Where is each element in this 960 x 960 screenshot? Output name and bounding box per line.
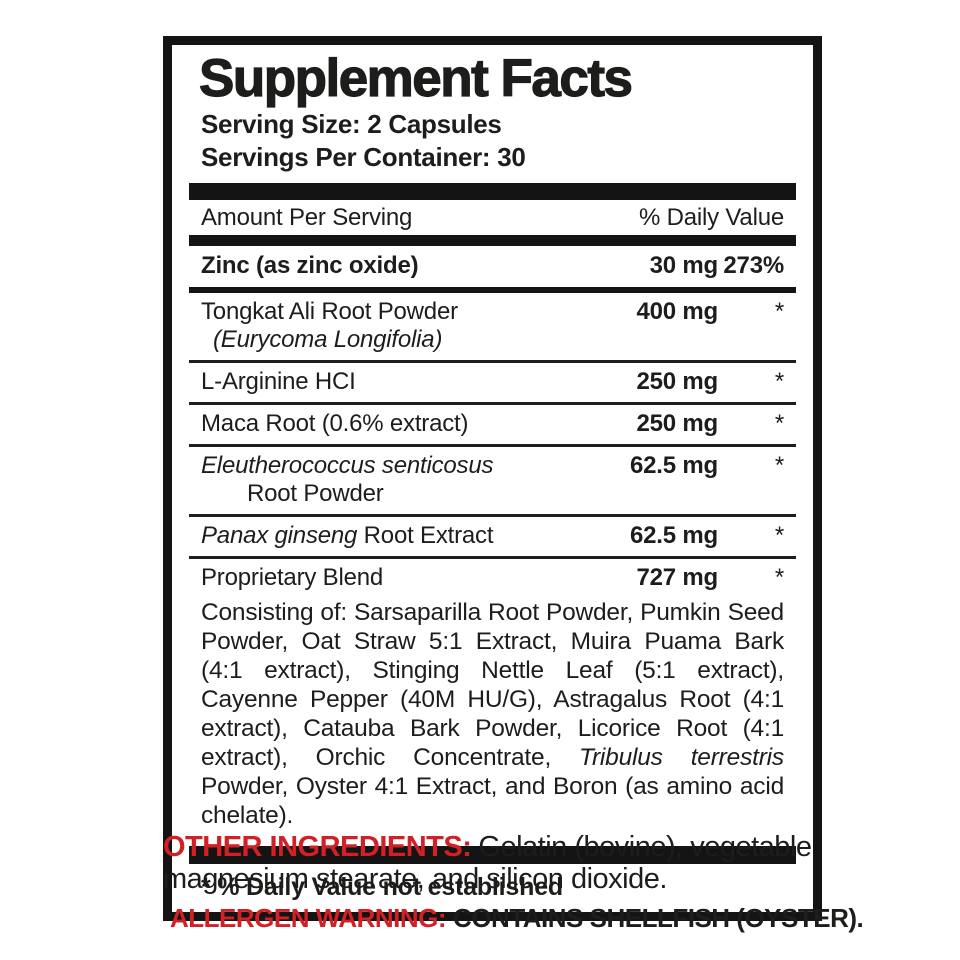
divider-heavy-top: [189, 183, 796, 201]
divider-heavy-bottom: [189, 846, 796, 865]
divider-zinc: [189, 287, 796, 294]
nutrient-daily-value: *: [774, 564, 784, 592]
nutrient-name-line1: Eleutherococcus senticosus: [201, 452, 494, 480]
nutrient-name: Panax ginseng Root Extract: [201, 522, 600, 550]
other-ingredients-text: Gelatin (bovine), vegetable magnesium st…: [163, 831, 812, 895]
nutrient-name: Tongkat Ali Root Powder (Eurycoma Longif…: [201, 298, 600, 354]
supplement-facts-panel: Supplement Facts Serving Size: 2 Capsule…: [163, 36, 822, 922]
nutrient-name-line1: Tongkat Ali Root Powder: [201, 298, 458, 326]
daily-value-footnote: * % Daily Value not established: [201, 873, 563, 902]
divider-header: [189, 235, 796, 247]
other-ingredients: OTHER INGREDIENTS: Gelatin (bovine), vege…: [163, 831, 825, 895]
nutrient-name-line2: (Eurycoma Longifolia): [213, 326, 443, 354]
proprietary-blend-description: Consisting of: Sarsaparilla Root Powder,…: [189, 598, 796, 840]
row-divider: [189, 360, 796, 364]
column-daily-value: % Daily Value: [638, 204, 784, 232]
nutrient-name-rest: Root Extract: [357, 522, 494, 550]
nutrient-name: Proprietary Blend: [201, 564, 384, 592]
nutrient-amount: 62.5 mg: [630, 452, 718, 480]
nutrient-daily-value: *: [774, 298, 784, 326]
nutrient-daily-value: 273%: [723, 252, 784, 280]
row-divider: [189, 402, 796, 406]
nutrient-amount: 62.5 mg: [630, 522, 718, 550]
nutrient-name-latin: Panax ginseng: [201, 522, 358, 550]
blend-text-before: Consisting of: Sarsaparilla Root Powder,…: [201, 599, 784, 772]
servings-per-container: Servings Per Container: 30: [201, 142, 526, 173]
allergen-warning: ALLERGEN WARNING: CONTAINS SHELLFISH (OYS…: [170, 903, 864, 933]
nutrient-row-maca-root: Maca Root (0.6% extract) 250 mg *: [189, 405, 796, 444]
column-amount-per-serving: Amount Per Serving: [201, 204, 413, 232]
nutrient-daily-value: *: [774, 452, 784, 480]
blend-text-after: Powder, Oyster 4:1 Extract, and Boron (a…: [201, 773, 784, 830]
nutrient-row-l-arginine: L-Arginine HCI 250 mg *: [189, 363, 796, 402]
nutrient-amount: 400 mg: [636, 298, 718, 326]
nutrient-name: Eleutherococcus senticosus Root Powder: [201, 452, 600, 508]
row-divider: [189, 444, 796, 448]
nutrient-name: Maca Root (0.6% extract): [201, 410, 469, 438]
nutrient-name: Zinc (as zinc oxide): [201, 252, 419, 280]
nutrient-row-proprietary-blend: Proprietary Blend 727 mg *: [189, 559, 796, 598]
nutrient-daily-value: *: [774, 368, 784, 396]
nutrient-row-panax-ginseng: Panax ginseng Root Extract 62.5 mg *: [189, 517, 796, 556]
column-header-row: Amount Per Serving % Daily Value: [189, 200, 796, 235]
nutrient-daily-value: *: [774, 522, 784, 550]
blend-text-latin: Tribulus terrestris: [579, 744, 784, 772]
nutrient-row-tongkat-ali: Tongkat Ali Root Powder (Eurycoma Longif…: [189, 293, 796, 360]
nutrient-amount: 250 mg: [636, 368, 718, 396]
other-ingredients-label: OTHER INGREDIENTS:: [163, 831, 472, 863]
serving-size: Serving Size: 2 Capsules: [201, 109, 502, 140]
nutrient-amount: 30 mg: [649, 252, 719, 280]
nutrient-amount: 727 mg: [636, 564, 718, 592]
nutrient-name: L-Arginine HCI: [201, 368, 356, 396]
nutrient-daily-value: *: [774, 410, 784, 438]
allergen-warning-text: CONTAINS SHELLFISH (OYSTER).: [453, 903, 864, 933]
nutrient-amount: 250 mg: [636, 410, 718, 438]
nutrient-row-eleutherococcus: Eleutherococcus senticosus Root Powder 6…: [189, 447, 796, 514]
nutrient-row-zinc: Zinc (as zinc oxide) 30 mg 273%: [189, 246, 796, 287]
panel-title: Supplement Facts: [198, 48, 633, 108]
allergen-warning-label: ALLERGEN WARNING:: [170, 903, 447, 933]
row-divider: [189, 556, 796, 560]
row-divider: [189, 514, 796, 518]
nutrient-name-line2: Root Powder: [247, 480, 384, 508]
